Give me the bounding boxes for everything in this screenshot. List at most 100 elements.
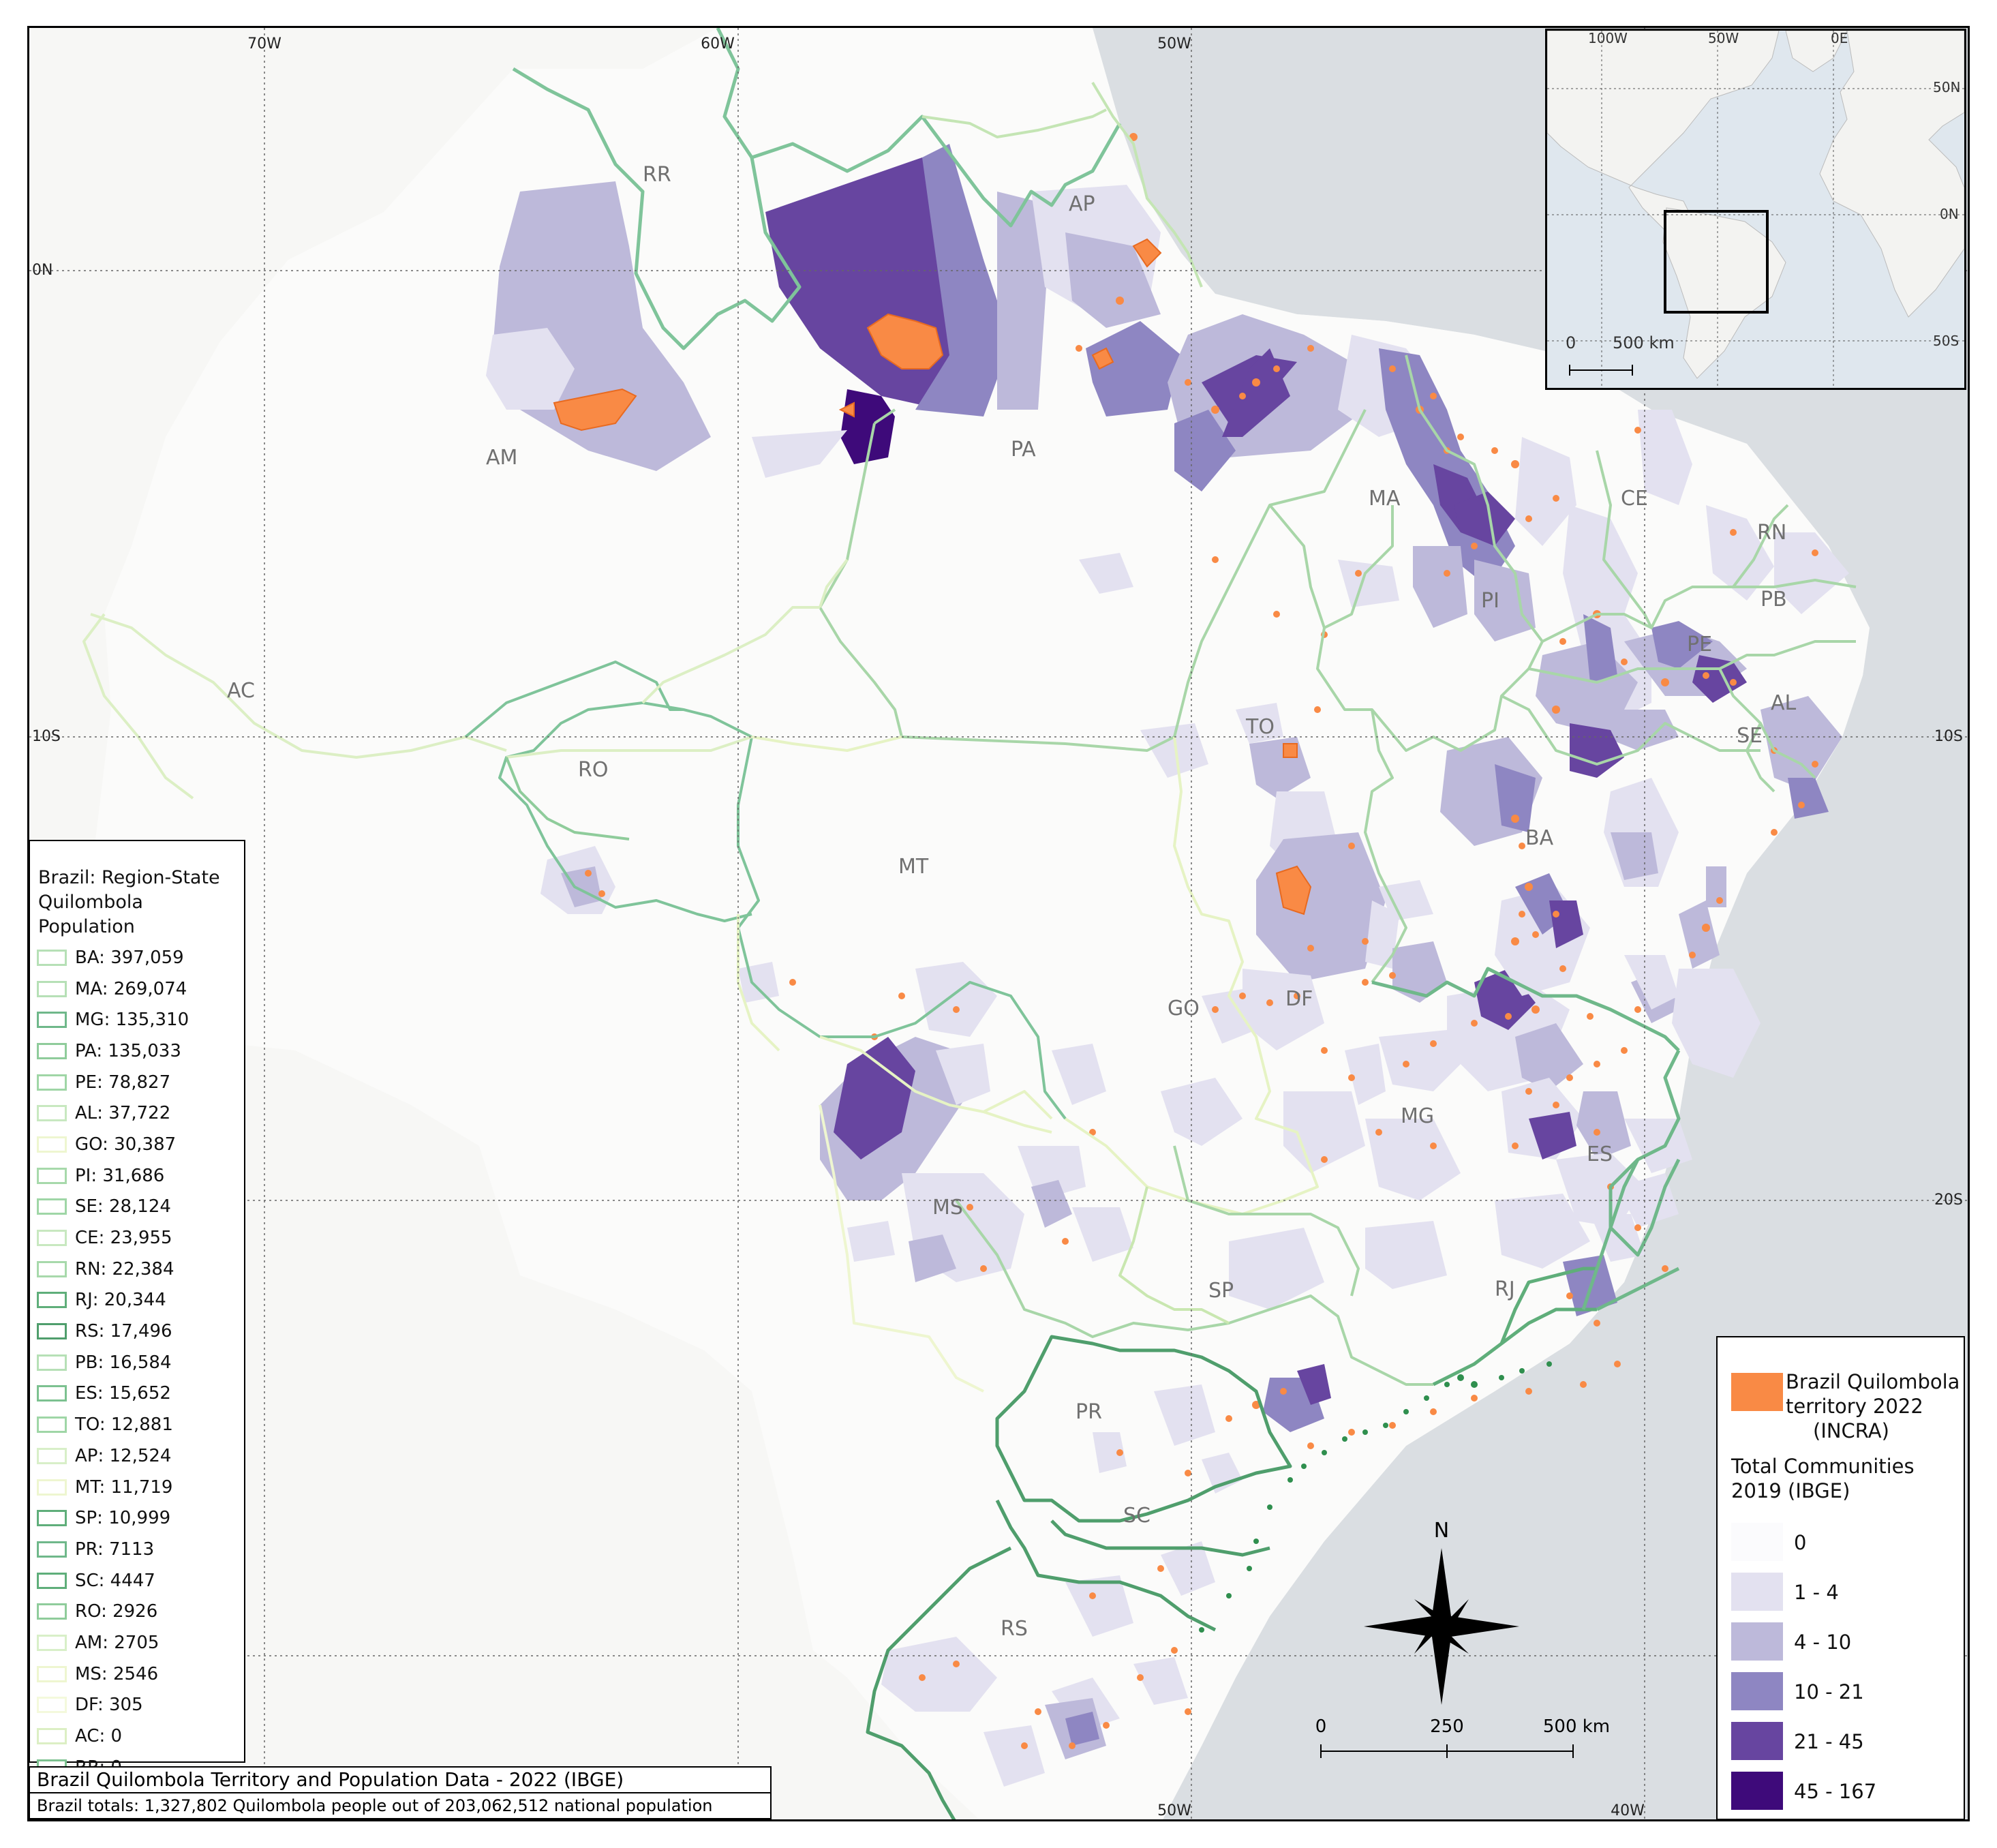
- state-legend-swatch: [37, 1417, 67, 1434]
- state-label-sp: SP: [1208, 1279, 1234, 1303]
- state-legend-item: SE: 28,124: [37, 1192, 237, 1223]
- state-label-ma: MA: [1369, 487, 1401, 511]
- state-legend-item: CE: 23,955: [37, 1222, 237, 1254]
- community-class-swatch: [1731, 1672, 1783, 1710]
- state-label-ap: AP: [1069, 192, 1095, 216]
- state-legend-swatch: [37, 1479, 67, 1496]
- state-label-go: GO: [1168, 997, 1200, 1020]
- state-boundaries: [82, 28, 1857, 1819]
- state-legend-swatch: [37, 1260, 67, 1277]
- coastal-territory-dots: [1199, 1361, 1552, 1633]
- state-label-to: TO: [1245, 715, 1275, 739]
- state-legend-item: PE: 78,827: [37, 1067, 237, 1098]
- state-legend-item: MA: 269,074: [37, 973, 237, 1005]
- state-legend-swatch: [37, 1042, 67, 1059]
- state-legend-label: PA: 135,033: [75, 1040, 181, 1061]
- state-legend-item: RS: 17,496: [37, 1316, 237, 1347]
- state-legend-swatch: [37, 1728, 67, 1745]
- state-legend-label: GO: 30,387: [75, 1134, 177, 1155]
- inset-greenland: [1785, 31, 1848, 72]
- grid-label-70w: 70W: [247, 35, 281, 52]
- state-legend-label: MA: 269,074: [75, 978, 187, 999]
- state-label-mt: MT: [898, 855, 929, 879]
- territory-swatch: [1731, 1373, 1783, 1411]
- state-label-rn: RN: [1757, 521, 1786, 545]
- state-legend-item: AM: 2705: [37, 1627, 237, 1658]
- state-label-pr: PR: [1076, 1400, 1102, 1424]
- scale-label-250: 250: [1430, 1716, 1464, 1737]
- state-legend-item: SC: 4447: [37, 1565, 237, 1596]
- state-legend-swatch: [37, 980, 67, 997]
- state-legend-label: DF: 305: [75, 1695, 143, 1716]
- state-legend-label: PB: 16,584: [75, 1352, 172, 1373]
- state-legend-item: GO: 30,387: [37, 1129, 237, 1160]
- state-legend-item: PB: 16,584: [37, 1347, 237, 1378]
- state-legend-label: ES: 15,652: [75, 1383, 171, 1404]
- grid-label-20s-right: 20S: [1934, 1192, 1963, 1209]
- state-legend-items: BA: 397,059 MA: 269,074 MG: 135,310 PA: 135…: [37, 942, 237, 1783]
- state-label-sc: SC: [1123, 1504, 1150, 1528]
- communities-label-2: 2019 (IBGE): [1731, 1479, 1850, 1502]
- community-class-label: 1 - 4: [1794, 1581, 1839, 1604]
- inset-scale-500: 500 km: [1613, 333, 1675, 352]
- state-legend-swatch: [37, 1572, 67, 1589]
- state-legend-swatch: [37, 1012, 67, 1029]
- state-legend-item: DF: 305: [37, 1690, 237, 1721]
- inset-label-50s: 50S: [1933, 333, 1959, 349]
- grid-label-40w-bottom: 40W: [1611, 1802, 1645, 1819]
- state-legend-swatch: [37, 949, 67, 966]
- community-class-swatch: [1731, 1573, 1783, 1611]
- community-class-swatch: [1731, 1722, 1783, 1760]
- graticule: [29, 28, 1968, 1819]
- state-legend-swatch: [37, 1634, 67, 1651]
- inset-north-america: [1547, 31, 1780, 236]
- inset-south-america: [1662, 207, 1786, 379]
- state-legend-item: AC: 0: [37, 1721, 237, 1752]
- state-legend-label: PE: 78,827: [75, 1072, 171, 1093]
- state-legend-item: MG: 135,310: [37, 1004, 237, 1035]
- state-legend-item: TO: 12,881: [37, 1409, 237, 1440]
- state-label-ms: MS: [932, 1196, 963, 1220]
- state-legend-swatch: [37, 1697, 67, 1714]
- state-label-rj: RJ: [1495, 1277, 1515, 1301]
- state-legend-swatch: [37, 1541, 67, 1558]
- community-class-swatch: [1731, 1523, 1783, 1561]
- state-legend-swatch: [37, 1510, 67, 1527]
- grid-label-50w: 50W: [1157, 35, 1191, 52]
- state-legend-label: PI: 31,686: [75, 1165, 165, 1186]
- territory-communities-legend: Brazil Quilombola territory 2022 (INCRA)…: [1716, 1336, 1965, 1820]
- state-legend-swatch: [37, 1136, 67, 1153]
- state-label-ba: BA: [1525, 826, 1554, 850]
- state-legend-item: MT: 11,719: [37, 1472, 237, 1503]
- grid-labels: 70W 60W 50W 0N 10S 10S 20S 50W 40W: [32, 35, 1963, 1819]
- state-legend-label: BA: 397,059: [75, 947, 184, 968]
- state-legend-label: SP: 10,999: [75, 1508, 171, 1529]
- inset-locator-map[interactable]: 100W 50W 0E 50N 0N 50S 0 500 km: [1545, 29, 1966, 390]
- state-legend-label: MG: 135,310: [75, 1010, 189, 1031]
- community-class-swatch: [1731, 1772, 1783, 1810]
- north-label: N: [1434, 1519, 1449, 1543]
- state-legend-label: MT: 11,719: [75, 1476, 173, 1498]
- grid-label-10s-right: 10S: [1934, 728, 1963, 745]
- territory-dots: [585, 133, 1818, 1749]
- state-label-pe: PE: [1687, 633, 1712, 656]
- state-legend-item: PA: 135,033: [37, 1035, 237, 1067]
- scale-label-0: 0: [1315, 1716, 1327, 1737]
- state-legend-swatch: [37, 1167, 67, 1184]
- state-legend-label: PR: 7113: [75, 1539, 155, 1560]
- state-legend-item: MS: 2546: [37, 1658, 237, 1690]
- territory-label-2: territory 2022: [1786, 1395, 1923, 1418]
- state-legend-item: SP: 10,999: [37, 1502, 237, 1534]
- state-legend-label: AP: 12,524: [75, 1445, 172, 1466]
- inset-label-0n: 0N: [1940, 206, 1959, 222]
- state-legend-item: RJ: 20,344: [37, 1285, 237, 1316]
- grid-label-0n: 0N: [32, 262, 52, 279]
- inset-label-0e: 0E: [1831, 31, 1848, 46]
- compass-diagonal-icon: [1414, 1599, 1469, 1654]
- scale-label-500: 500 km: [1543, 1716, 1610, 1737]
- north-arrow[interactable]: N: [1364, 1519, 1519, 1705]
- state-legend-swatch: [37, 1447, 67, 1464]
- community-choropleth: [486, 144, 1849, 1787]
- community-class-swatch: [1731, 1622, 1783, 1661]
- state-legend-label: RN: 22,384: [75, 1258, 174, 1279]
